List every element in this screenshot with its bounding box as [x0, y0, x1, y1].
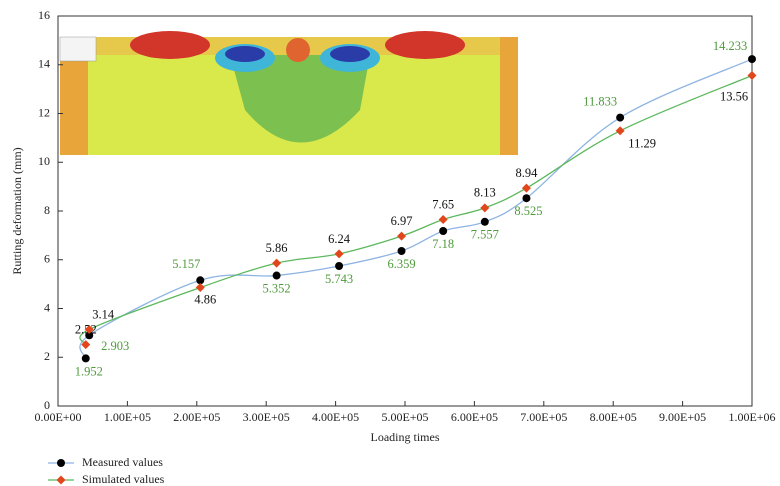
data-label: 5.743: [325, 272, 353, 286]
y-tick-label: 16: [38, 8, 50, 22]
data-label: 1.952: [75, 364, 103, 378]
data-label: 11.833: [583, 94, 617, 108]
data-label: 7.65: [432, 197, 454, 211]
data-label: 2.903: [101, 339, 129, 353]
data-label: 7.18: [432, 237, 454, 251]
x-tick-label: 6.00E+05: [451, 410, 498, 424]
data-label: 5.352: [263, 281, 291, 295]
marker: [616, 114, 624, 122]
data-label: 4.86: [194, 292, 216, 306]
data-label: 13.56: [720, 89, 748, 103]
x-tick-label: 5.00E+05: [381, 410, 428, 424]
chart: Loading times Rutting deformation (mm) 0…: [0, 0, 780, 486]
x-tick-label: 7.00E+05: [520, 410, 567, 424]
inset-hot: [385, 31, 465, 59]
data-label: 11.29: [628, 137, 656, 151]
marker: [273, 272, 281, 280]
marker: [398, 247, 406, 255]
y-tick-label: 4: [44, 300, 50, 314]
marker: [196, 283, 205, 292]
y-tick-label: 12: [38, 105, 50, 119]
data-label: 8.525: [514, 204, 542, 218]
data-label: 8.13: [474, 186, 496, 200]
inset-edge: [500, 37, 518, 155]
marker: [439, 215, 448, 224]
data-label: 7.557: [471, 228, 499, 242]
marker: [522, 194, 530, 202]
inset-hot: [286, 38, 310, 62]
inset-hot: [130, 31, 210, 59]
marker: [82, 354, 90, 362]
inset-cold: [225, 46, 265, 62]
x-tick-label: 3.00E+05: [243, 410, 290, 424]
legend-label: Measured values: [82, 455, 163, 469]
x-axis-title: Loading times: [371, 430, 440, 444]
x-tick-label: 0.00E+00: [34, 410, 81, 424]
x-tick-label: 2.00E+05: [173, 410, 220, 424]
x-tick-label: 1.00E+05: [104, 410, 151, 424]
data-label: 5.157: [172, 257, 200, 271]
data-label: 6.359: [387, 257, 415, 271]
inset-cold: [330, 46, 370, 62]
legend-marker: [57, 459, 65, 467]
legend-marker: [57, 476, 66, 485]
data-label: 5.86: [266, 241, 288, 255]
marker: [480, 203, 489, 212]
x-tick-label: 8.00E+05: [590, 410, 637, 424]
data-label: 3.14: [92, 307, 115, 321]
marker: [748, 71, 757, 80]
data-label: 6.24: [328, 232, 351, 246]
y-tick-label: 10: [38, 154, 50, 168]
marker: [481, 218, 489, 226]
x-tick-label: 9.00E+05: [659, 410, 706, 424]
marker: [397, 232, 406, 241]
y-tick-label: 6: [44, 252, 50, 266]
data-label: 6.97: [391, 214, 413, 228]
data-label: 8.94: [516, 166, 539, 180]
y-axis-title: Rutting deformation (mm): [10, 147, 24, 274]
y-tick-label: 8: [44, 203, 50, 217]
marker: [522, 184, 531, 193]
legend-label: Simulated values: [82, 472, 165, 486]
x-tick-label: 4.00E+05: [312, 410, 359, 424]
y-tick-label: 14: [38, 57, 50, 71]
inset-key: [60, 37, 96, 61]
marker: [748, 55, 756, 63]
data-label: 14.233: [713, 39, 747, 53]
x-tick-label: 1.00E+06: [728, 410, 775, 424]
marker: [335, 262, 343, 270]
marker: [272, 259, 281, 268]
marker: [439, 227, 447, 235]
y-tick-label: 2: [44, 349, 50, 363]
marker: [335, 249, 344, 258]
fem-inset: [60, 31, 518, 155]
marker: [616, 126, 625, 135]
